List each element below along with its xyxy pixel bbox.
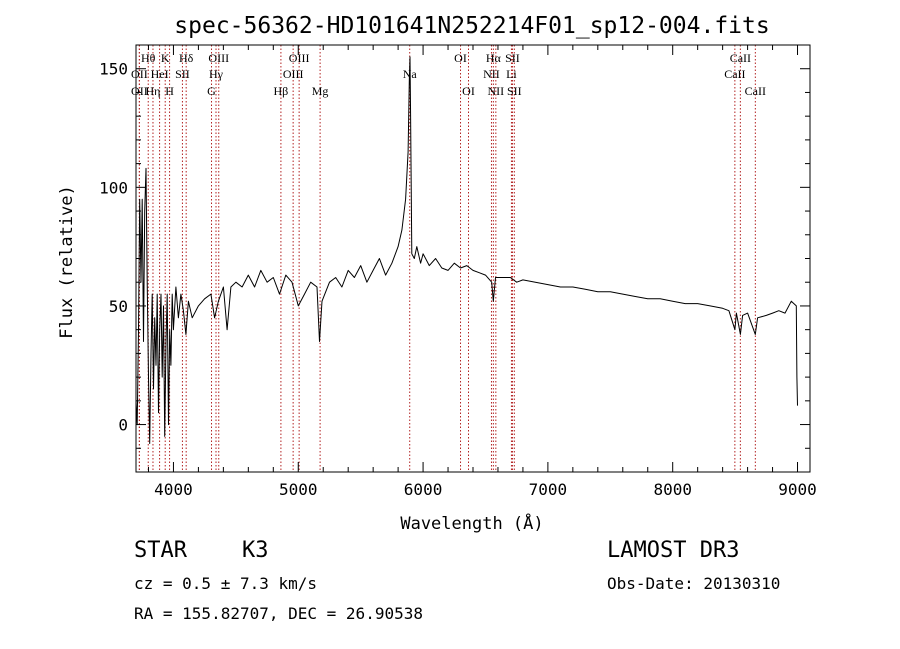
spectrum-line <box>135 56 798 444</box>
spectral-line-label: OIII <box>283 67 304 81</box>
spectral-line-label: Hα <box>486 51 502 65</box>
x-tick-label: 8000 <box>653 480 692 499</box>
spectral-line-label: Mg <box>312 84 329 98</box>
spectral-line-label: OII <box>131 67 148 81</box>
y-tick-label: 0 <box>118 416 128 435</box>
spectral-line-label: Hδ <box>179 51 194 65</box>
plot-frame <box>135 44 811 473</box>
spectral-line-markers <box>138 45 756 472</box>
spectral-line-label: Hβ <box>274 84 289 98</box>
spectral-line-label: OII <box>131 84 148 98</box>
spectral-line-label: Hθ <box>141 51 156 65</box>
spectral-line-label: Hγ <box>209 67 224 81</box>
spectral-line-label: Hη <box>145 84 160 98</box>
spectral-line-label: OI <box>462 84 475 98</box>
spectral-line-label: CaII <box>724 67 745 81</box>
y-tick-label: 100 <box>99 178 128 197</box>
observation-date: Obs-Date: 20130310 <box>607 574 781 593</box>
x-tick-label: 9000 <box>778 480 817 499</box>
y-axis-label: Flux (relative) <box>57 185 77 339</box>
spectral-line-label: G <box>207 84 216 98</box>
spectral-line-label: OI <box>454 51 467 65</box>
spectrum-series <box>135 56 798 444</box>
x-tick-label: 7000 <box>529 480 568 499</box>
spectral-line-label: H <box>165 84 174 98</box>
object-class: STAR <box>134 538 187 563</box>
spectral-line-label: Li <box>506 67 517 81</box>
spectral-line-labels: OIIHθOIIHηHeIKHSIIHδGOIIIHγHβOIIIOIIIMgN… <box>131 51 766 98</box>
spectral-line-label: CaII <box>745 84 766 98</box>
spectral-line-label: NII <box>483 67 500 81</box>
x-axis-label: Wavelength (Å) <box>400 512 543 534</box>
axis-ticks: 4000 5000 6000 7000 8000 9000 0 50 100 150 <box>99 44 817 499</box>
spectral-line-label: NII <box>488 84 505 98</box>
spectral-line-label: SII <box>175 67 190 81</box>
y-tick-label: 150 <box>99 60 128 79</box>
redshift-readout: cz = 0.5 ± 7.3 km/s <box>134 574 318 593</box>
spectral-line-label: SII <box>505 51 520 65</box>
spectral-line-label: CaII <box>730 51 751 65</box>
spectral-line-label: OIII <box>208 51 229 65</box>
spectral-line-label: Na <box>403 67 418 81</box>
x-tick-label: 5000 <box>279 480 318 499</box>
chart-title: spec-56362-HD101641N252214F01_sp12-004.f… <box>174 13 769 39</box>
coordinates-readout: RA = 155.82707, DEC = 26.90538 <box>134 604 423 623</box>
x-tick-label: 6000 <box>404 480 443 499</box>
spectral-line-label: SII <box>507 84 522 98</box>
object-subclass: K3 <box>242 538 269 563</box>
x-tick-label: 4000 <box>154 480 193 499</box>
spectral-line-label: K <box>161 51 170 65</box>
spectral-line-label: OIII <box>289 51 310 65</box>
y-tick-label: 50 <box>109 297 128 316</box>
spectral-line-label: HeI <box>151 67 169 81</box>
survey-name: LAMOST DR3 <box>607 538 740 563</box>
